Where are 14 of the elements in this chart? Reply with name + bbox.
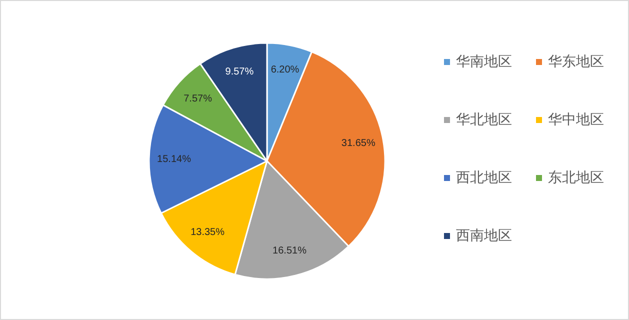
legend-label: 华北地区 [456, 112, 512, 128]
data-label: 15.14% [157, 154, 192, 165]
data-label: 9.57% [225, 66, 254, 78]
data-label: 6.20% [270, 64, 300, 76]
legend-label: 东北地区 [548, 170, 604, 186]
legend-label: 西北地区 [456, 170, 512, 186]
legend-label: 西南地区 [456, 228, 512, 244]
data-label: 16.51% [272, 246, 307, 257]
legend-label: 华南地区 [456, 54, 512, 70]
data-label: 31.65% [341, 138, 376, 150]
legend-label: 华中地区 [548, 112, 604, 128]
legend-label: 华东地区 [548, 54, 604, 70]
data-label: 13.35% [190, 227, 225, 238]
data-label: 7.57% [184, 93, 212, 104]
